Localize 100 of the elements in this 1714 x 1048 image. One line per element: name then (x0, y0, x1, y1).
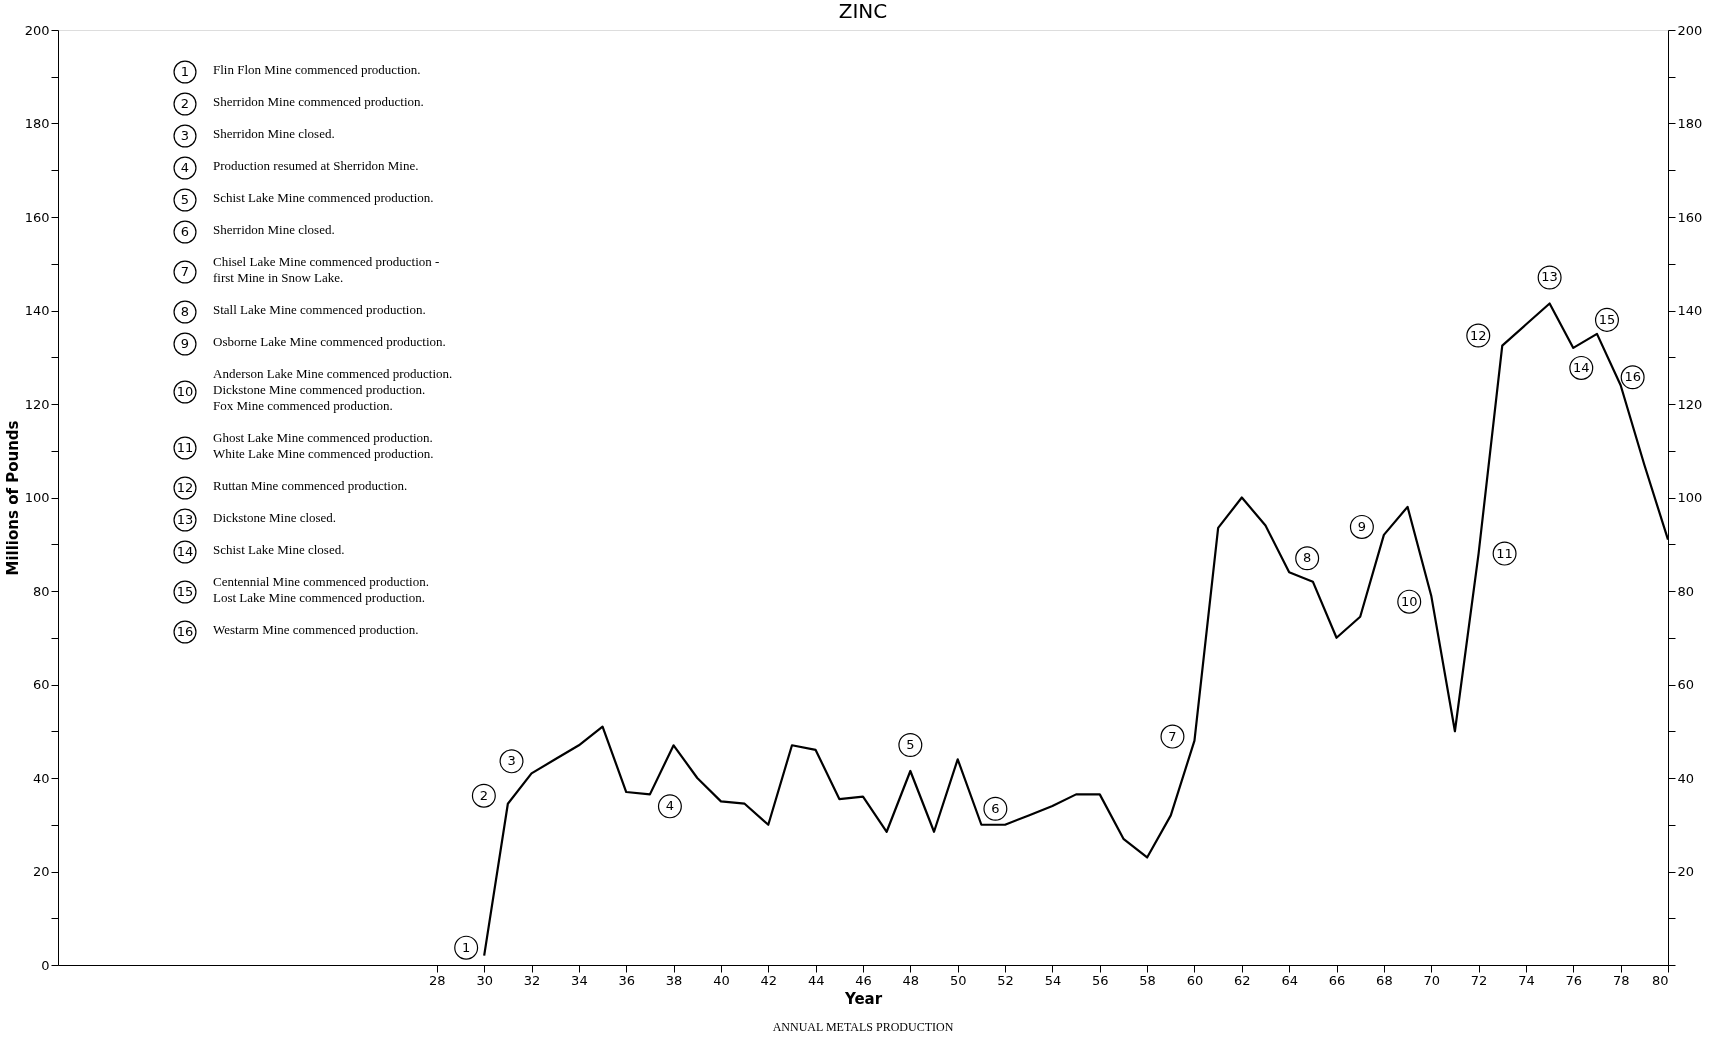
annotation: Schist Lake Mine closed. (213, 542, 345, 557)
annotation: 9 (1357, 518, 1367, 534)
y2-tick-label: 60 (1677, 677, 1695, 692)
x-tick-label: 72 (1470, 972, 1488, 988)
x-tick-label: 70 (1423, 972, 1441, 988)
x-tick-label: 32 (523, 972, 541, 988)
annotation: Stall Lake Mine commenced production. (213, 302, 426, 317)
x-tick-label: 36 (618, 972, 636, 988)
annotation: Dickstone Mine closed. (213, 510, 337, 525)
x-tick-label: 54 (1044, 972, 1062, 988)
y-axis-title: Millions of Pounds (3, 420, 22, 576)
annotation: 4 (665, 798, 675, 814)
y-tick-label: 20 (32, 864, 50, 879)
annotation: 3 (507, 753, 516, 769)
y-tick-label: 0 (41, 957, 50, 973)
y-tick-label: 200 (24, 22, 50, 38)
x-tick-label: 58 (1139, 972, 1156, 988)
text: 11 (176, 440, 194, 455)
y-tick-label: 100 (24, 490, 50, 505)
annotation: Sherridon Mine commenced production. (213, 94, 424, 109)
x-tick-label: 62 (1234, 972, 1251, 988)
text: 13 (176, 512, 194, 527)
annotation: 12 (1469, 327, 1487, 343)
x-tick-label: 76 (1565, 972, 1583, 988)
annotation: Flin Flon Mine commenced production. (213, 62, 421, 77)
y-tick-label: 180 (24, 116, 50, 131)
annotation: Chisel Lake Mine commenced production - first Mine in Snow Lake. (213, 254, 440, 285)
x-tick-label: 74 (1518, 972, 1535, 988)
y2-tick-label: 180 (1677, 116, 1703, 131)
chart-title: ZINC (838, 0, 888, 23)
x-tick-label: 42 (760, 972, 778, 988)
annotation: 5 (906, 736, 915, 752)
x-tick-label: 78 (1612, 972, 1630, 988)
y2-tick-label: 20 (1677, 864, 1695, 879)
annotation: 16 (1624, 369, 1641, 385)
annotation: 15 (1598, 311, 1616, 327)
y2-tick-label: 200 (1677, 22, 1703, 38)
x-tick-label: 52 (997, 972, 1014, 988)
y2-tick-label: 120 (1677, 396, 1703, 412)
annotation: Sherridon Mine closed. (213, 126, 335, 141)
annotation: 11 (1496, 545, 1513, 561)
x-tick-label: 48 (902, 972, 920, 988)
y2-tick-label: 160 (1677, 209, 1703, 225)
x-tick-label: 34 (571, 972, 588, 988)
y-tick-label: 40 (32, 770, 50, 786)
annotation: Ruttan Mine commenced production. (213, 478, 408, 493)
annotation: 1 (462, 939, 471, 955)
text: 6 (180, 224, 190, 239)
y2-tick-label: 140 (1677, 303, 1703, 318)
y-tick-label: 60 (32, 677, 50, 692)
annotation: 10 (1400, 593, 1418, 609)
x-axis-title: Year (843, 989, 883, 1008)
annotation: Sherridon Mine closed. (213, 222, 335, 237)
text: 3 (180, 128, 190, 143)
annotation: Westarm Mine commenced production. (213, 622, 419, 637)
x-tick-label: 56 (1091, 972, 1109, 988)
text: 14 (176, 544, 194, 559)
text: 9 (180, 336, 190, 351)
annotation: Centennial Mine commenced production. Lost Lake Mine commenced production. (213, 574, 429, 605)
annotation: Ghost Lake Mine commenced production. White Lake Mine commenced production. (213, 430, 434, 461)
x-tick-label: 38 (665, 972, 683, 988)
x-tick-label: 30 (476, 972, 493, 988)
y-tick-label: 160 (24, 209, 50, 225)
annotation: 8 (1303, 550, 1312, 566)
y-tick-label: 80 (32, 583, 50, 599)
x-tick-label: 40 (713, 972, 730, 988)
x-tick-label: 50 (949, 972, 967, 988)
annotation: 14 (1573, 359, 1590, 375)
x-tick-label: 44 (807, 972, 825, 988)
text: 4 (180, 160, 190, 175)
text: 2 (180, 96, 190, 111)
text: ANNUAL METALS PRODUCTION (772, 1020, 954, 1034)
x-tick-label: 64 (1281, 972, 1298, 988)
text: 10 (176, 384, 194, 399)
y2-tick-label: 100 (1677, 490, 1703, 505)
text: 15 (176, 584, 194, 599)
annotation: 2 (479, 787, 488, 803)
annotation: 6 (991, 800, 1000, 816)
y2-tick-label: 40 (1677, 770, 1695, 786)
annotation: 13 (1541, 269, 1558, 285)
x-tick-label: 28 (429, 972, 446, 988)
x-tick-label: 66 (1328, 972, 1346, 988)
annotation: 7 (1168, 728, 1177, 744)
x-tick-label: 60 (1186, 972, 1204, 988)
x-tick-label: 46 (855, 972, 872, 988)
annotation: Osborne Lake Mine commenced production. (213, 334, 446, 349)
annotation: Anderson Lake Mine commenced production. Dickstone Mine commenced production. Fox Mine commenced production. (213, 366, 453, 413)
annotation: Schist Lake Mine commenced production. (213, 190, 434, 205)
y-tick-label: 120 (24, 396, 50, 412)
text: 7 (180, 264, 190, 279)
text: 1 (180, 64, 190, 79)
text: 16 (176, 624, 194, 639)
y-tick-label: 140 (24, 303, 50, 318)
x-tick-label: 68 (1376, 972, 1393, 988)
x-tick-label: 80 (1651, 972, 1669, 988)
text: 12 (176, 480, 194, 495)
text: 5 (180, 192, 190, 207)
y2-tick-label: 80 (1677, 583, 1695, 599)
text: 8 (180, 304, 190, 319)
annotation: Production resumed at Sherridon Mine. (213, 158, 419, 173)
